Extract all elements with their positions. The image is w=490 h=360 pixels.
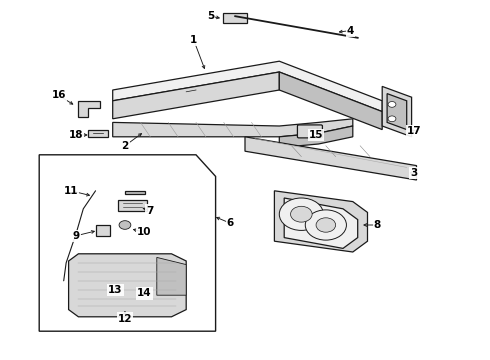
Text: 4: 4 (346, 26, 354, 36)
Text: 2: 2 (122, 141, 128, 151)
Text: 15: 15 (309, 130, 323, 140)
Circle shape (279, 198, 323, 230)
Text: 17: 17 (407, 126, 421, 136)
Text: 10: 10 (137, 227, 152, 237)
Text: 9: 9 (73, 231, 79, 241)
Text: 6: 6 (227, 218, 234, 228)
Circle shape (291, 206, 312, 222)
Polygon shape (118, 200, 147, 211)
Text: 16: 16 (51, 90, 66, 100)
Circle shape (388, 116, 396, 122)
Polygon shape (387, 94, 407, 130)
Polygon shape (274, 191, 368, 252)
Polygon shape (96, 225, 110, 236)
Polygon shape (284, 198, 358, 248)
Text: 7: 7 (146, 206, 153, 216)
Polygon shape (88, 130, 108, 137)
Polygon shape (279, 72, 382, 130)
Polygon shape (69, 254, 186, 317)
Text: 3: 3 (411, 168, 417, 178)
Text: 14: 14 (137, 288, 152, 298)
Polygon shape (78, 101, 100, 117)
Circle shape (305, 210, 346, 240)
Circle shape (388, 102, 396, 107)
Polygon shape (125, 191, 145, 194)
FancyBboxPatch shape (297, 125, 322, 138)
Text: 18: 18 (69, 130, 83, 140)
Text: 1: 1 (190, 35, 197, 45)
Polygon shape (279, 126, 353, 148)
Circle shape (119, 221, 131, 229)
Polygon shape (113, 72, 279, 119)
Polygon shape (245, 137, 416, 180)
Text: 13: 13 (108, 285, 122, 295)
Polygon shape (382, 86, 412, 137)
Circle shape (316, 218, 336, 232)
Polygon shape (157, 257, 186, 295)
Polygon shape (223, 13, 247, 23)
Text: 12: 12 (118, 314, 132, 324)
Text: 11: 11 (64, 186, 78, 196)
Polygon shape (113, 61, 382, 112)
Polygon shape (113, 119, 353, 137)
Text: 5: 5 (207, 11, 214, 21)
Text: 8: 8 (374, 220, 381, 230)
